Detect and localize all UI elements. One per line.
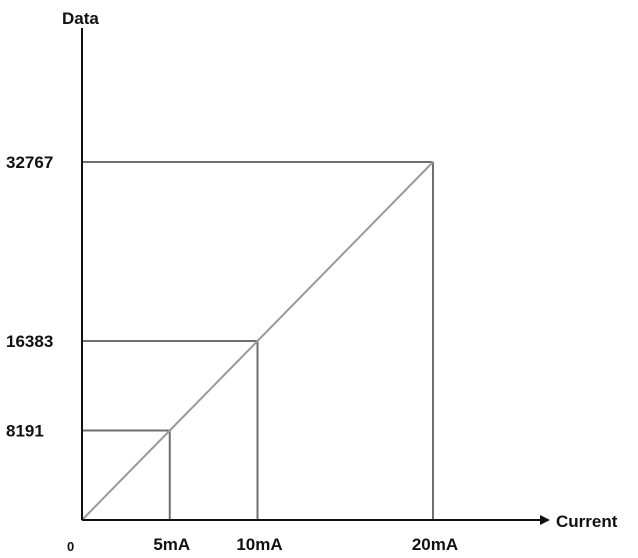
axes	[81, 28, 550, 525]
y-tick-label: 8191	[6, 422, 44, 441]
x-axis-arrow	[540, 515, 550, 525]
x-tick-label: 0	[67, 539, 74, 554]
x-tick-label: 10mA	[236, 535, 282, 554]
x-axis-label: Current	[556, 512, 618, 531]
x-tick-label: 20mA	[412, 535, 458, 554]
guide-lines	[82, 161, 434, 520]
data-point	[169, 430, 171, 432]
series-line	[81, 161, 434, 521]
y-tick-label: 32767	[6, 153, 53, 172]
y-tick-labels: 8191 16383 32767	[6, 153, 53, 441]
y-axis-label: Data	[62, 9, 99, 28]
series-layer	[81, 161, 434, 521]
y-tick-label: 16383	[6, 332, 53, 351]
x-tick-label: 5mA	[153, 535, 190, 554]
x-tick-labels: 0 5mA 10mA 20mA	[67, 535, 458, 554]
data-point	[432, 161, 434, 163]
data-point	[257, 340, 258, 342]
